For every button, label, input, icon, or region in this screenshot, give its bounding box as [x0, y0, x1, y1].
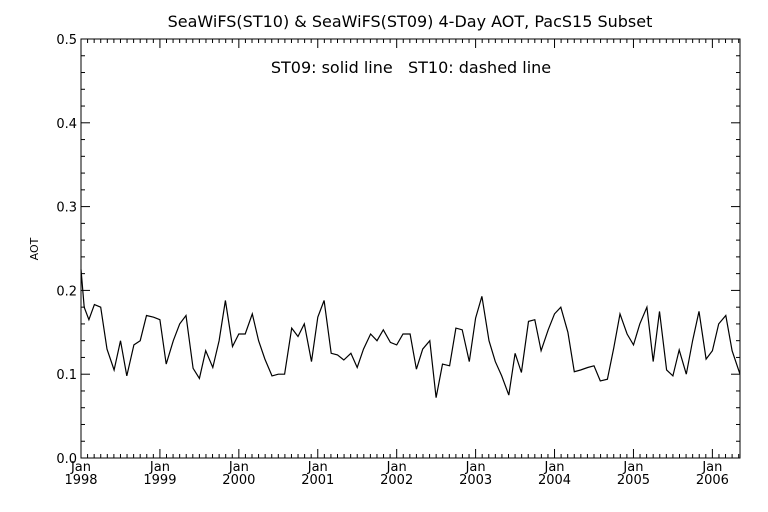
y-axis: 0.0 0.1 0.2 0.3 0.4 0.5	[56, 33, 740, 467]
x-tick-year: 2003	[459, 473, 492, 488]
x-tick-year: 2000	[222, 473, 255, 488]
x-tick-month: Jan	[465, 460, 486, 475]
y-tick-label: 0.3	[56, 201, 77, 216]
plot-frame	[80, 38, 741, 459]
x-tick-month: Jan	[622, 460, 643, 475]
x-tick-year: 2001	[301, 473, 334, 488]
series-group	[80, 269, 741, 398]
y-tick-label: 0.5	[56, 33, 77, 48]
x-axis: Jan1998Jan1999Jan2000Jan2001Jan2002Jan20…	[64, 39, 740, 488]
x-tick-month: Jan	[544, 460, 565, 475]
y-tick-label: 0.2	[56, 284, 77, 299]
y-tick-label: 0.4	[56, 117, 77, 132]
x-tick-month: Jan	[386, 460, 407, 475]
y-tick-label: 0.1	[56, 368, 77, 383]
chart-title: SeaWiFS(ST10) & SeaWiFS(ST09) 4-Day AOT,…	[168, 12, 653, 31]
x-tick-month: Jan	[307, 460, 328, 475]
x-tick-year: 2006	[696, 473, 729, 488]
x-tick-year: 2002	[380, 473, 413, 488]
series-line-solid	[80, 269, 741, 398]
x-tick-year: 1998	[64, 473, 97, 488]
series-style-annotation: ST09: solid line ST10: dashed line	[271, 58, 551, 77]
x-tick-month: Jan	[70, 460, 91, 475]
x-tick-year: 2005	[617, 473, 650, 488]
x-tick-month: Jan	[149, 460, 170, 475]
y-axis-label: AOT	[28, 237, 41, 260]
y-tick-label: 0.0	[56, 452, 77, 467]
x-tick-year: 2004	[538, 473, 571, 488]
x-tick-month: Jan	[228, 460, 249, 475]
x-tick-month: Jan	[701, 460, 722, 475]
x-tick-year: 1999	[143, 473, 176, 488]
